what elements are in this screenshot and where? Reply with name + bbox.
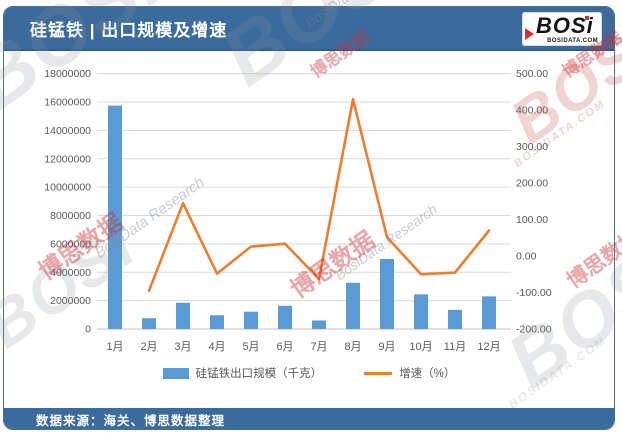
left-axis-tick-label: 18000000 [44,68,91,80]
export-volume-bar [244,311,258,329]
right-axis-tick-label: 300.00 [516,141,548,153]
legend-label: 硅锰铁出口规模（千克） [195,368,323,380]
logo-site-text: BOSIDATA.COM [547,38,598,44]
legend-label: 增速（%） [399,368,456,380]
chart-area: 0 2000000 4000000 6000000 8000000 10000000 120… [4,51,614,408]
left-axis-tick-label: 16000000 [44,97,91,109]
bosi-logo: BOSi BOSIDATA.COM [522,12,602,46]
export-volume-bar [176,302,190,329]
right-axis-tick-label: 500.00 [516,68,548,80]
export-volume-bar [482,296,496,329]
month-label: 1月 [106,341,123,353]
left-axis-tick-label: 14000000 [44,125,91,137]
month-label: 10月 [409,341,432,353]
left-axis-tick-label: 8000000 [50,210,91,222]
left-axis-tick-label: 6000000 [50,238,91,250]
growth-line [147,97,491,292]
right-axis-tick-label: 200.00 [516,178,548,190]
combo-chart: 0 2000000 4000000 6000000 8000000 10000000 120… [44,68,552,353]
export-volume-bar [346,282,360,329]
report-card: 硅锰铁 | 出口规模及增速 BOSi BOSIDATA.COM 0 2000000… [3,6,615,430]
right-axis-tick-label: -100.00 [516,287,552,299]
growth-rate-line [147,97,491,292]
right-axis-tick-label: 0.00 [516,251,537,263]
chart-legend: 硅锰铁出口规模（千克） 增速（%） [4,365,614,381]
month-label: 11月 [444,341,466,353]
export-volume-bar [278,305,292,329]
logo-text: BOSi [536,13,594,38]
export-volume-bar [210,315,224,329]
logo-red-dot-icon [585,16,589,20]
left-axis-tick-label: 10000000 [44,182,91,194]
legend-bar-swatch-icon [162,367,189,379]
left-axis-tick-label: 2000000 [50,295,91,307]
month-labels: 1月 2月 3月 4月 5月 6月 7月 8月 9月 10月 11月 12月 [106,341,500,353]
legend-item-bars: 硅锰铁出口规模（千克） [162,365,323,381]
data-source-text: 数据来源：海关、博思数据整理 [36,414,226,428]
left-axis-tick-label: 12000000 [44,153,91,165]
month-label: 5月 [242,341,259,353]
month-label: 12月 [477,341,500,353]
right-axis-tick-label: 400.00 [516,105,548,117]
header-bar: 硅锰铁 | 出口规模及增速 BOSi BOSIDATA.COM [4,7,614,51]
export-volume-bar [448,309,462,329]
bars [108,105,496,329]
month-label: 7月 [310,341,327,353]
logo-triangle-icon [525,28,534,40]
legend-item-line: 增速（%） [364,365,455,381]
page-title: 硅锰铁 | 出口规模及增速 [30,20,228,40]
month-label: 9月 [378,341,395,353]
export-volume-bar [108,105,122,329]
month-label: 8月 [344,341,361,353]
month-label: 2月 [140,341,157,353]
footer-bar: 数据来源：海关、博思数据整理 [4,408,614,429]
gridlines [97,73,511,330]
right-axis-labels: -200.00 -100.00 0.00 100.00 200.00 300.00 400.… [516,68,552,335]
month-label: 3月 [174,341,191,353]
export-volume-bar [312,320,326,329]
right-axis-tick-label: -200.00 [516,324,552,336]
export-volume-bar [142,318,156,329]
month-label: 6月 [276,341,293,353]
month-label: 4月 [208,341,225,353]
legend-line-swatch-icon [364,371,393,375]
export-volume-bar [414,294,428,329]
left-axis-labels: 0 2000000 4000000 6000000 8000000 10000000 120… [44,68,91,335]
left-axis-tick-label: 0 [85,324,91,336]
export-volume-bar [380,258,394,329]
left-axis-tick-label: 4000000 [50,267,91,279]
right-axis-tick-label: 100.00 [516,214,548,226]
